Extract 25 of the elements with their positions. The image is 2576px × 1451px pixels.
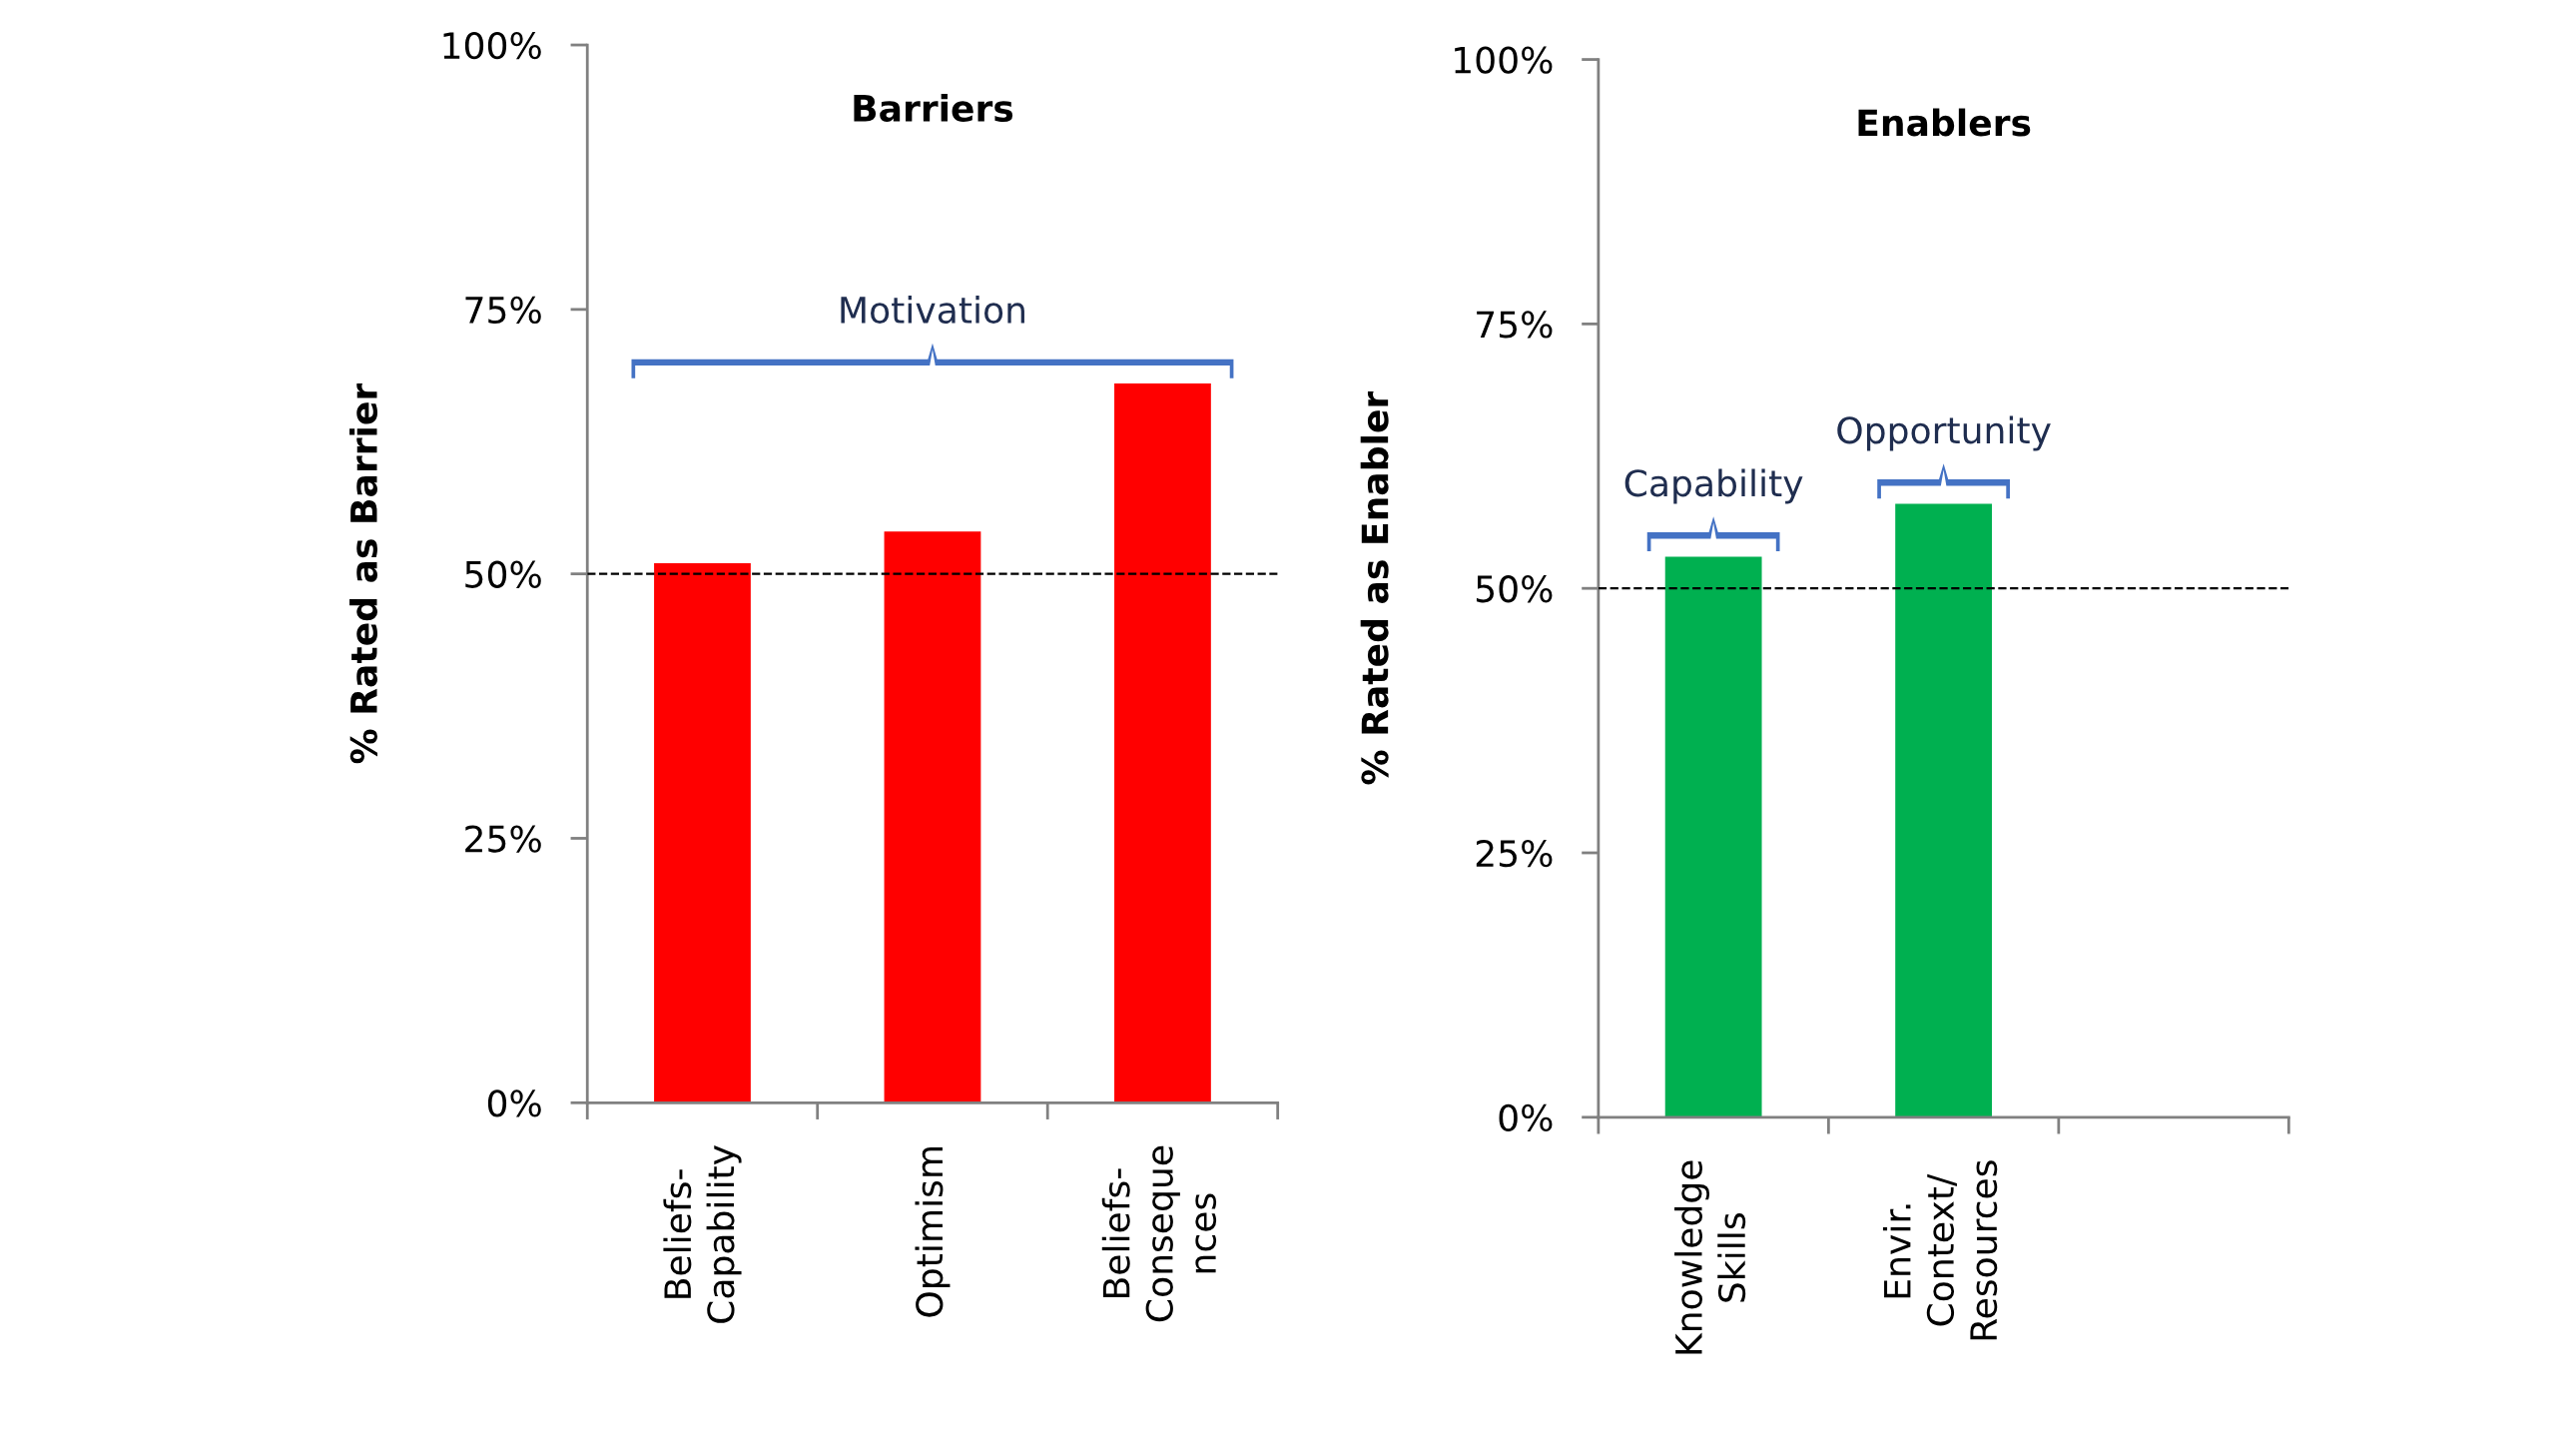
- bar: [1114, 383, 1211, 1103]
- y-tick-label: 75%: [465, 296, 541, 325]
- y-axis-title: % Rated as Barrier: [349, 382, 378, 764]
- y-tick-label: 25%: [465, 825, 541, 853]
- annotation: Opportunity: [1837, 415, 2051, 451]
- y-tick-label: 100%: [443, 31, 541, 60]
- y-tick-label: 100%: [1455, 46, 1553, 74]
- y-tick-label: 25%: [1476, 839, 1553, 868]
- annotation: Motivation: [841, 296, 1024, 325]
- x-tick-label: Beliefs- Capability: [663, 1145, 742, 1323]
- bar: [654, 563, 751, 1103]
- annotation: Capability: [1624, 468, 1803, 504]
- x-tick-label: Optimism: [915, 1147, 951, 1317]
- y-tick-label: 75%: [1477, 311, 1553, 339]
- text: Barriers: [854, 94, 1013, 122]
- y-tick-label: 0%: [1499, 1103, 1553, 1132]
- x-tick-label: Envir. Context/ Resources: [1882, 1160, 1998, 1340]
- bar: [884, 531, 981, 1103]
- y-tick-label: 0%: [487, 1089, 541, 1117]
- y-tick-label: 50%: [1476, 575, 1553, 603]
- y-tick-label: 50%: [465, 560, 541, 588]
- x-tick-label: Beliefs- Conseque nces: [1101, 1145, 1217, 1322]
- text: Enablers: [1858, 108, 2031, 137]
- x-tick-label: Knowledge Skills: [1674, 1160, 1746, 1354]
- y-axis-title: % Rated as Enabler: [1360, 390, 1389, 785]
